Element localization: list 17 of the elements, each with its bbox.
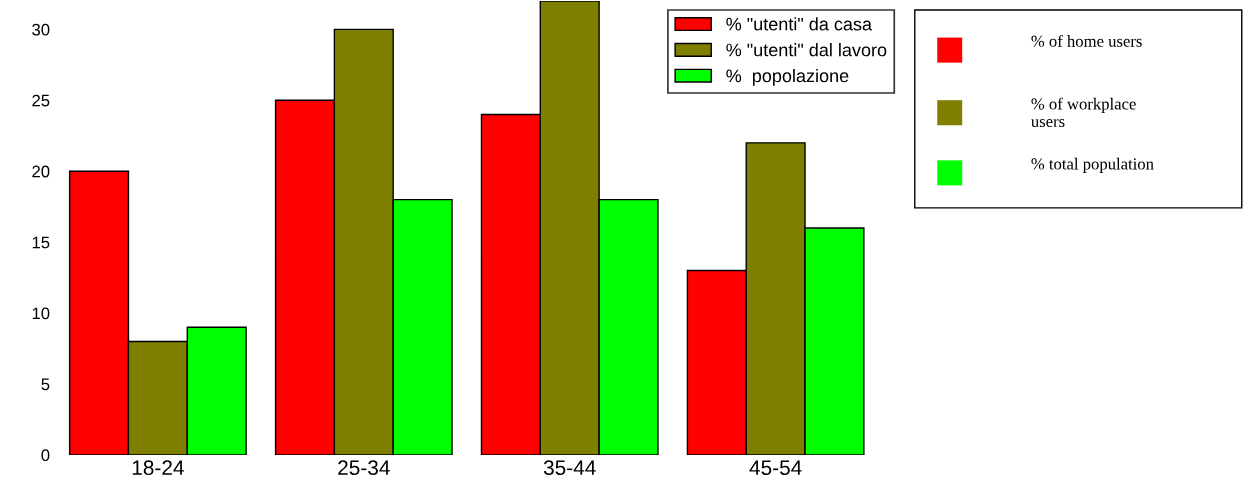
y-tick-label: 5 bbox=[41, 378, 50, 391]
y-tick-label: 20 bbox=[32, 165, 50, 178]
y-tick-label: 25 bbox=[32, 94, 50, 107]
x-tick-label: 18-24 bbox=[132, 460, 184, 476]
x-tick-label: 45-54 bbox=[749, 460, 802, 476]
y-tick-label: 30 bbox=[32, 23, 50, 36]
text: % of home users bbox=[1031, 34, 1142, 47]
x-tick-label: 35-44 bbox=[543, 460, 596, 476]
y-tick-label: 0 bbox=[41, 449, 50, 462]
legend-label: % "utenti" da casa bbox=[726, 17, 873, 31]
x-tick-label: 25-34 bbox=[338, 460, 390, 476]
text: % total population bbox=[1031, 157, 1154, 173]
legend-label: % popolazione bbox=[726, 68, 849, 86]
y-tick-label: 10 bbox=[32, 307, 50, 320]
text: % of workplace users bbox=[1031, 97, 1136, 128]
legend-label: % "utenti" dal lavoro bbox=[726, 43, 887, 57]
y-tick-label: 15 bbox=[32, 236, 50, 249]
